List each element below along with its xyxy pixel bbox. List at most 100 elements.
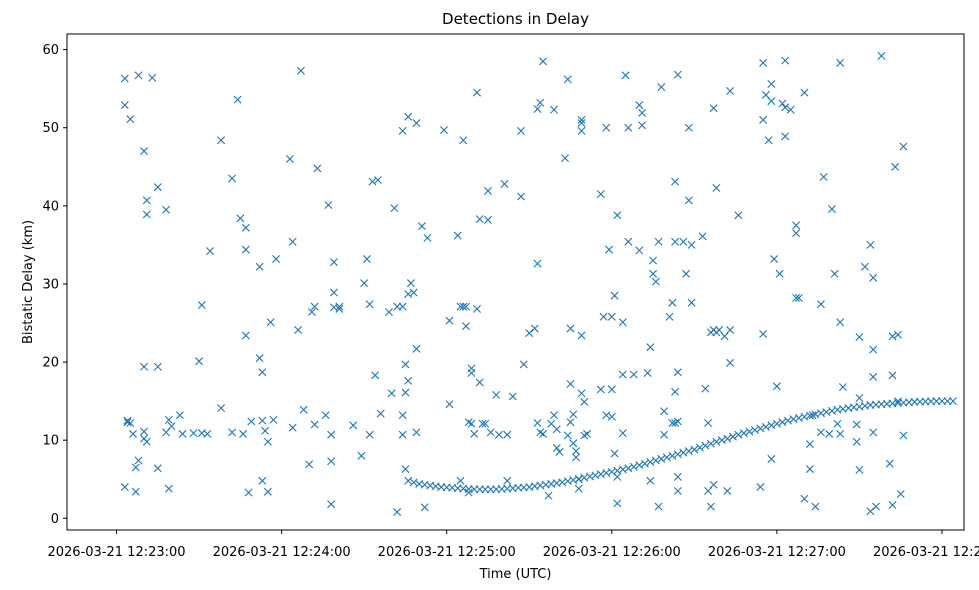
track-detection-marker: [695, 443, 704, 452]
clutter-detection-marker: [772, 382, 781, 391]
clutter-detection-marker: [891, 162, 900, 171]
clutter-detection-marker: [682, 269, 691, 278]
clutter-detection-marker: [409, 288, 418, 297]
clutter-detection-marker: [299, 405, 308, 414]
clutter-detection-marker: [671, 177, 680, 186]
clutter-detection-marker: [684, 123, 693, 132]
clutter-detection-marker: [855, 394, 864, 402]
clutter-detection-marker: [899, 142, 908, 151]
y-tick-label: 10: [42, 434, 59, 449]
clutter-detection-marker: [217, 136, 226, 145]
track-detection-marker: [668, 451, 677, 460]
clutter-detection-marker: [519, 360, 528, 369]
track-detection-marker: [745, 427, 754, 436]
clutter-detection-marker: [618, 318, 627, 327]
clutter-detection-marker: [572, 453, 581, 462]
track-detection-marker: [756, 424, 765, 433]
clutter-detection-marker: [830, 269, 839, 278]
track-detection-marker: [629, 462, 638, 471]
clutter-detection-marker: [258, 476, 267, 485]
clutter-detection-marker: [203, 429, 212, 438]
clutter-detection-marker: [770, 254, 779, 263]
clutter-detection-marker: [852, 437, 861, 446]
clutter-detection-marker: [217, 404, 226, 413]
clutter-detection-marker: [563, 431, 572, 440]
track-detection-marker: [750, 426, 759, 435]
clutter-detection-marker: [877, 51, 886, 60]
clutter-detection-marker: [602, 123, 611, 132]
clutter-detection-marker: [767, 80, 776, 88]
clutter-detection-marker: [792, 294, 801, 303]
clutter-detection-marker: [313, 164, 322, 173]
clutter-detection-marker: [629, 370, 638, 379]
clutter-detection-marker: [698, 232, 707, 241]
clutter-detection-marker: [624, 123, 633, 132]
clutter-detection-marker: [266, 318, 275, 327]
track-detection-marker: [761, 422, 770, 431]
clutter-detection-marker: [869, 372, 878, 381]
clutter-detection-marker: [580, 397, 589, 406]
x-tick-label: 2026-03-21 12:25:00: [378, 545, 516, 560]
plot-area-frame: [66, 33, 965, 531]
clutter-detection-marker: [288, 423, 297, 432]
clutter-detection-marker: [495, 430, 503, 439]
track-detection-marker: [635, 461, 644, 470]
clutter-detection-marker: [893, 397, 902, 406]
clutter-detection-marker: [461, 302, 470, 311]
clutter-detection-marker: [140, 427, 149, 436]
x-tick-label: 2026-03-21 12:26:00: [543, 545, 681, 560]
clutter-detection-marker: [618, 370, 627, 379]
clutter-detection-marker: [654, 502, 663, 511]
clutter-detection-marker: [701, 384, 710, 393]
clutter-detection-marker: [417, 222, 426, 231]
clutter-detection-marker: [206, 247, 215, 256]
clutter-detection-marker: [569, 439, 578, 448]
clutter-detection-marker: [365, 430, 374, 439]
clutter-detection-marker: [349, 421, 358, 430]
clutter-detection-marker: [365, 300, 374, 309]
clutter-detection-marker: [329, 258, 338, 267]
clutter-detection-marker: [472, 304, 481, 313]
clutter-detection-marker: [866, 240, 875, 249]
track-detection-marker: [690, 445, 699, 454]
clutter-detection-marker: [759, 115, 768, 124]
clutter-detection-marker: [709, 480, 718, 489]
clutter-detection-marker: [673, 472, 682, 481]
clutter-detection-marker: [401, 388, 410, 397]
track-detection-marker: [404, 476, 413, 485]
clutter-detection-marker: [781, 132, 790, 141]
clutter-detection-marker: [153, 464, 162, 473]
clutter-detection-marker: [574, 484, 583, 493]
clutter-detection-marker: [838, 383, 847, 392]
clutter-detection-marker: [401, 360, 410, 369]
clutter-detection-marker: [800, 494, 809, 503]
clutter-detection-marker: [239, 429, 248, 438]
clutter-detection-marker: [786, 105, 795, 114]
clutter-detection-marker: [544, 491, 553, 500]
clutter-detection-marker: [404, 112, 413, 121]
clutter-detection-marker: [819, 172, 828, 181]
clutter-detection-marker: [673, 486, 682, 495]
clutter-detection-marker: [189, 429, 198, 438]
clutter-detection-marker: [607, 412, 616, 421]
clutter-detection-marker: [583, 429, 592, 438]
clutter-detection-marker: [605, 245, 614, 254]
clutter-detection-marker: [467, 419, 476, 428]
clutter-detection-marker: [123, 418, 132, 427]
clutter-detection-marker: [671, 387, 680, 396]
clutter-detection-marker: [635, 246, 644, 255]
clutter-detection-marker: [602, 411, 611, 420]
clutter-detection-marker: [373, 176, 382, 185]
clutter-detection-marker: [445, 400, 454, 409]
clutter-detection-marker: [453, 231, 462, 240]
clutter-detection-marker: [869, 273, 878, 282]
clutter-detection-marker: [335, 304, 344, 313]
clutter-detection-marker: [475, 378, 484, 387]
clutter-detection-marker: [816, 428, 825, 437]
clutter-detection-marker: [649, 269, 658, 278]
clutter-detection-marker: [723, 486, 732, 495]
clutter-detection-marker: [131, 487, 140, 496]
track-detection-marker: [949, 397, 957, 406]
clutter-detection-marker: [142, 196, 151, 205]
